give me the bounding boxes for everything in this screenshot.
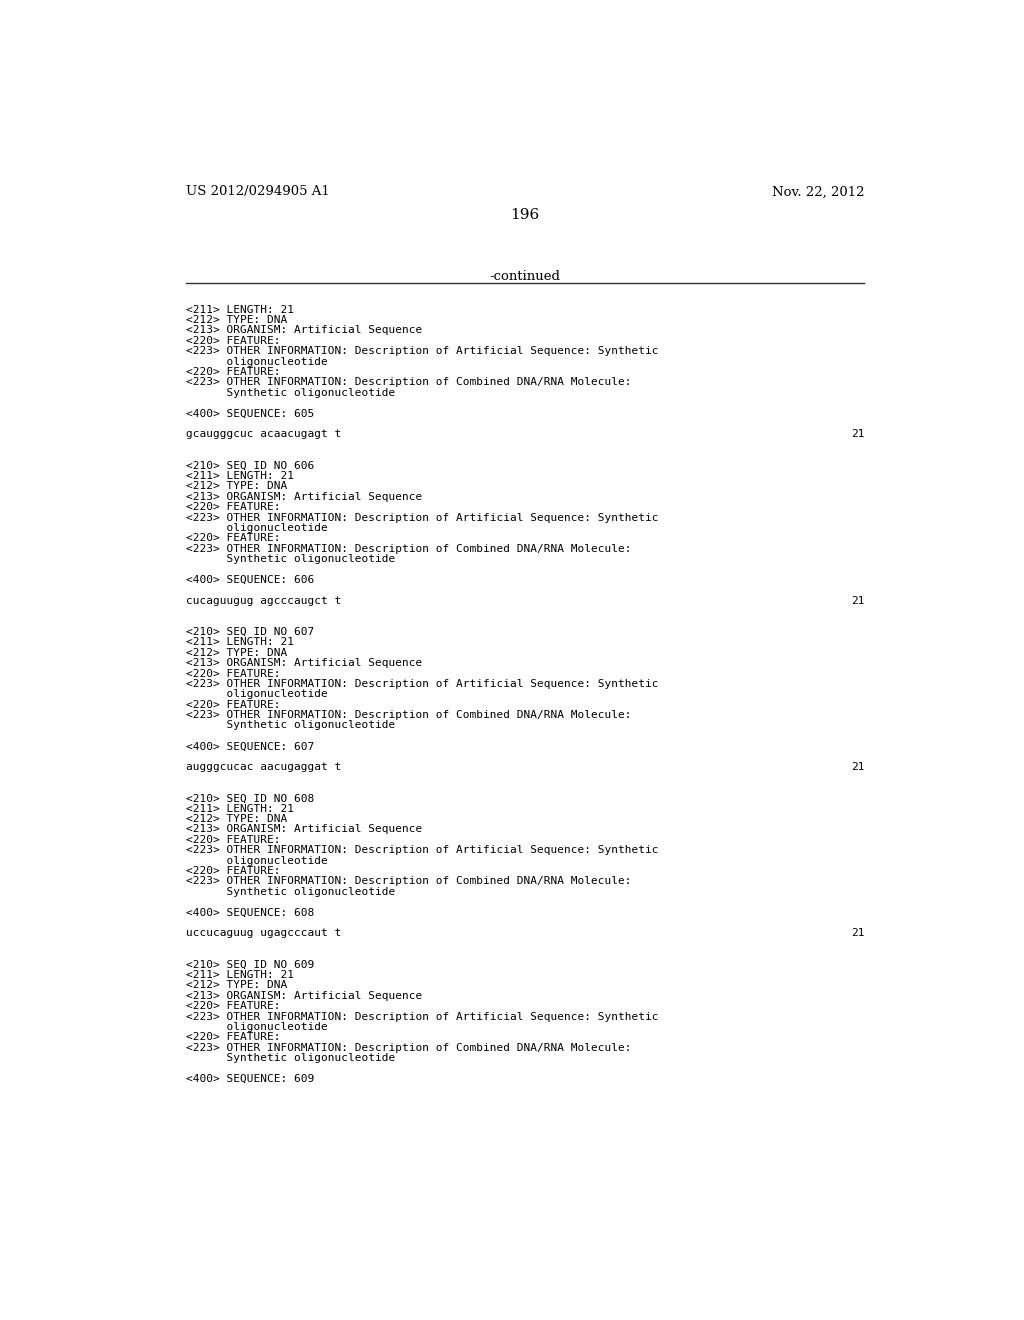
- Text: <220> FEATURE:: <220> FEATURE:: [186, 866, 281, 876]
- Text: <400> SEQUENCE: 608: <400> SEQUENCE: 608: [186, 908, 314, 917]
- Text: <213> ORGANISM: Artificial Sequence: <213> ORGANISM: Artificial Sequence: [186, 492, 422, 502]
- Text: <220> FEATURE:: <220> FEATURE:: [186, 367, 281, 378]
- Text: <220> FEATURE:: <220> FEATURE:: [186, 502, 281, 512]
- Text: <220> FEATURE:: <220> FEATURE:: [186, 700, 281, 710]
- Text: <212> TYPE: DNA: <212> TYPE: DNA: [186, 482, 288, 491]
- Text: <210> SEQ ID NO 609: <210> SEQ ID NO 609: [186, 960, 314, 970]
- Text: gcaugggcuc acaacugagt t: gcaugggcuc acaacugagt t: [186, 429, 341, 440]
- Text: <223> OTHER INFORMATION: Description of Combined DNA/RNA Molecule:: <223> OTHER INFORMATION: Description of …: [186, 544, 632, 554]
- Text: <223> OTHER INFORMATION: Description of Combined DNA/RNA Molecule:: <223> OTHER INFORMATION: Description of …: [186, 710, 632, 721]
- Text: 21: 21: [851, 429, 864, 440]
- Text: Synthetic oligonucleotide: Synthetic oligonucleotide: [186, 887, 395, 896]
- Text: 21: 21: [851, 762, 864, 772]
- Text: <211> LENGTH: 21: <211> LENGTH: 21: [186, 970, 294, 979]
- Text: Synthetic oligonucleotide: Synthetic oligonucleotide: [186, 1053, 395, 1063]
- Text: <223> OTHER INFORMATION: Description of Artificial Sequence: Synthetic: <223> OTHER INFORMATION: Description of …: [186, 1011, 658, 1022]
- Text: <211> LENGTH: 21: <211> LENGTH: 21: [186, 471, 294, 480]
- Text: <211> LENGTH: 21: <211> LENGTH: 21: [186, 804, 294, 813]
- Text: <220> FEATURE:: <220> FEATURE:: [186, 335, 281, 346]
- Text: 196: 196: [510, 209, 540, 223]
- Text: augggcucac aacugaggat t: augggcucac aacugaggat t: [186, 762, 341, 772]
- Text: <223> OTHER INFORMATION: Description of Combined DNA/RNA Molecule:: <223> OTHER INFORMATION: Description of …: [186, 378, 632, 388]
- Text: <223> OTHER INFORMATION: Description of Artificial Sequence: Synthetic: <223> OTHER INFORMATION: Description of …: [186, 845, 658, 855]
- Text: <213> ORGANISM: Artificial Sequence: <213> ORGANISM: Artificial Sequence: [186, 991, 422, 1001]
- Text: uccucaguug ugagcccaut t: uccucaguug ugagcccaut t: [186, 928, 341, 939]
- Text: <220> FEATURE:: <220> FEATURE:: [186, 1032, 281, 1043]
- Text: 21: 21: [851, 595, 864, 606]
- Text: US 2012/0294905 A1: US 2012/0294905 A1: [186, 185, 330, 198]
- Text: <211> LENGTH: 21: <211> LENGTH: 21: [186, 638, 294, 647]
- Text: <400> SEQUENCE: 606: <400> SEQUENCE: 606: [186, 576, 314, 585]
- Text: <210> SEQ ID NO 607: <210> SEQ ID NO 607: [186, 627, 314, 638]
- Text: Synthetic oligonucleotide: Synthetic oligonucleotide: [186, 721, 395, 730]
- Text: <223> OTHER INFORMATION: Description of Artificial Sequence: Synthetic: <223> OTHER INFORMATION: Description of …: [186, 512, 658, 523]
- Text: -continued: -continued: [489, 271, 560, 282]
- Text: oligonucleotide: oligonucleotide: [186, 1022, 328, 1032]
- Text: <220> FEATURE:: <220> FEATURE:: [186, 834, 281, 845]
- Text: Nov. 22, 2012: Nov. 22, 2012: [772, 185, 864, 198]
- Text: <212> TYPE: DNA: <212> TYPE: DNA: [186, 814, 288, 824]
- Text: Synthetic oligonucleotide: Synthetic oligonucleotide: [186, 388, 395, 397]
- Text: <220> FEATURE:: <220> FEATURE:: [186, 668, 281, 678]
- Text: <220> FEATURE:: <220> FEATURE:: [186, 533, 281, 544]
- Text: <223> OTHER INFORMATION: Description of Artificial Sequence: Synthetic: <223> OTHER INFORMATION: Description of …: [186, 678, 658, 689]
- Text: <223> OTHER INFORMATION: Description of Combined DNA/RNA Molecule:: <223> OTHER INFORMATION: Description of …: [186, 876, 632, 887]
- Text: <400> SEQUENCE: 605: <400> SEQUENCE: 605: [186, 409, 314, 418]
- Text: <212> TYPE: DNA: <212> TYPE: DNA: [186, 315, 288, 325]
- Text: <212> TYPE: DNA: <212> TYPE: DNA: [186, 981, 288, 990]
- Text: <400> SEQUENCE: 607: <400> SEQUENCE: 607: [186, 742, 314, 751]
- Text: <213> ORGANISM: Artificial Sequence: <213> ORGANISM: Artificial Sequence: [186, 825, 422, 834]
- Text: cucaguugug agcccaugct t: cucaguugug agcccaugct t: [186, 595, 341, 606]
- Text: oligonucleotide: oligonucleotide: [186, 689, 328, 700]
- Text: <223> OTHER INFORMATION: Description of Artificial Sequence: Synthetic: <223> OTHER INFORMATION: Description of …: [186, 346, 658, 356]
- Text: <210> SEQ ID NO 608: <210> SEQ ID NO 608: [186, 793, 314, 804]
- Text: <223> OTHER INFORMATION: Description of Combined DNA/RNA Molecule:: <223> OTHER INFORMATION: Description of …: [186, 1043, 632, 1053]
- Text: <213> ORGANISM: Artificial Sequence: <213> ORGANISM: Artificial Sequence: [186, 326, 422, 335]
- Text: <220> FEATURE:: <220> FEATURE:: [186, 1001, 281, 1011]
- Text: <213> ORGANISM: Artificial Sequence: <213> ORGANISM: Artificial Sequence: [186, 659, 422, 668]
- Text: 21: 21: [851, 928, 864, 939]
- Text: <210> SEQ ID NO 606: <210> SEQ ID NO 606: [186, 461, 314, 471]
- Text: <400> SEQUENCE: 609: <400> SEQUENCE: 609: [186, 1074, 314, 1084]
- Text: Synthetic oligonucleotide: Synthetic oligonucleotide: [186, 554, 395, 564]
- Text: oligonucleotide: oligonucleotide: [186, 855, 328, 866]
- Text: oligonucleotide: oligonucleotide: [186, 523, 328, 533]
- Text: <212> TYPE: DNA: <212> TYPE: DNA: [186, 648, 288, 657]
- Text: oligonucleotide: oligonucleotide: [186, 356, 328, 367]
- Text: <211> LENGTH: 21: <211> LENGTH: 21: [186, 305, 294, 314]
